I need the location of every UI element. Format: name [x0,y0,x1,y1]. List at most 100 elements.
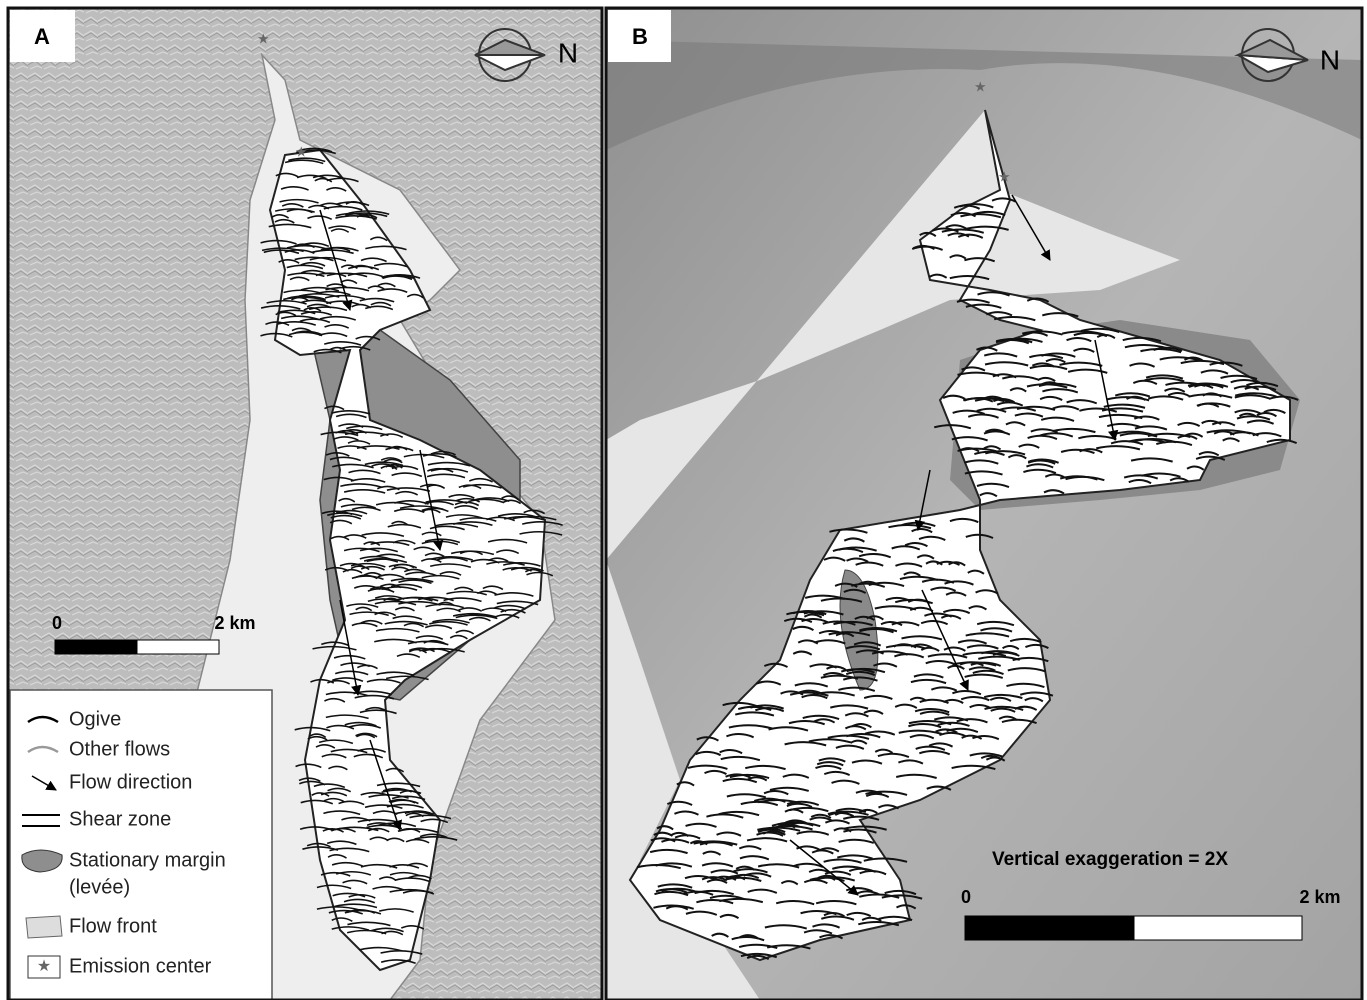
legend: ★ Ogive Other flows Flow direction Shear zo… [9,689,273,1000]
ogive [1066,399,1098,405]
ogive [949,274,990,281]
ogive [328,225,357,231]
ogive [843,588,867,594]
ogive [394,606,415,612]
ogive [898,759,924,765]
ogive [835,807,867,813]
ogive [443,597,482,603]
ogive [1098,413,1143,420]
flow-front [268,148,547,972]
ogive [313,783,346,789]
ogive [353,753,384,759]
ogive [278,259,300,264]
ogive [343,898,376,904]
ogive [1211,421,1236,427]
ogive [737,705,772,712]
ogive [734,711,775,717]
ogive [720,755,761,762]
ogive [421,574,460,580]
ogive [429,563,472,569]
ogive [1026,463,1054,469]
ogive [425,603,464,609]
ogive [419,833,448,839]
ogive [903,571,921,577]
ogive [1220,374,1258,380]
ogive [842,676,878,682]
ogive [500,608,526,614]
ogive [815,900,857,906]
ogive [845,645,881,651]
ogive [286,208,313,214]
ogive [961,366,986,372]
ogive [964,673,1004,679]
ogive [1128,478,1152,485]
ogive [300,311,333,316]
ogive [426,484,446,490]
ogive [985,311,1013,317]
ogive [1025,643,1049,649]
ogive [940,614,962,620]
ogive [961,734,983,740]
ogive [338,800,365,806]
ogive [395,490,419,496]
ogive [458,607,483,612]
ogive [851,759,883,765]
ogive [676,781,695,787]
ogive [348,210,390,216]
ogive [277,309,316,315]
ogive [308,733,327,739]
ogive [347,909,376,914]
ogive [754,707,785,713]
ogive [413,546,435,552]
ogive [281,203,304,208]
ogive [973,210,1006,217]
ogive [496,600,539,606]
ogive [274,218,295,224]
emission-center: ★ [998,169,1011,185]
ogive [495,549,520,555]
ogive [789,691,829,697]
ogive [487,538,528,544]
ogive [878,915,913,921]
ogive [1026,297,1050,303]
ogive [430,467,469,473]
ogive [367,285,386,291]
ogive [313,348,342,354]
scale-bar [54,639,138,655]
ogive [265,321,290,327]
emission-center: ★ [257,31,270,47]
ogive [894,653,925,659]
ogive [968,666,996,672]
ogive [709,894,745,901]
ogive [844,725,867,731]
ogive [960,213,1002,219]
ogive [661,838,690,844]
ogive [976,482,1010,488]
ogive [379,583,402,589]
ogive [656,825,674,831]
ogive [423,639,447,645]
ogive [977,291,1010,297]
label-box [10,10,75,62]
ogive [403,453,445,459]
panel-label: A [34,24,50,49]
ogive [996,401,1024,407]
ogive [1244,385,1277,391]
ogive [851,723,872,729]
ogive [1080,327,1120,333]
ogive [372,810,398,816]
ogive [327,787,352,793]
ogive [319,202,344,208]
ogive [952,409,985,415]
ogive [349,611,389,617]
ogive [738,845,762,851]
ogive [390,577,434,583]
ogive [346,929,387,935]
ogive [406,862,429,868]
ogive [390,583,423,589]
ogive [1040,381,1061,387]
ogive [332,677,364,682]
ogive [355,606,373,612]
ogive [389,888,433,894]
ogive [454,505,479,510]
